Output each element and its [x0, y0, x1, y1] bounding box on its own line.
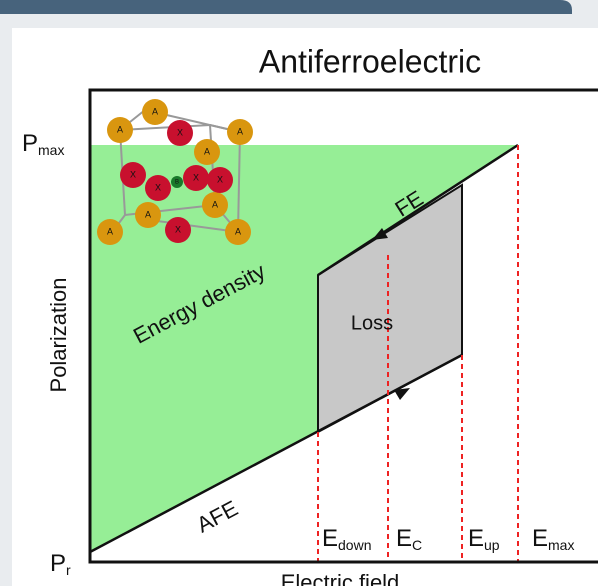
crystal: A A A A A A A A X X X X X X B — [97, 99, 253, 245]
sym: P — [50, 550, 66, 577]
e-c: EC — [396, 525, 422, 552]
x-axis-label: Electric field — [281, 570, 400, 586]
sub: up — [484, 537, 500, 553]
crystal-label: A — [117, 124, 123, 134]
crystal-label: X — [193, 172, 199, 182]
title: Antiferroelectric — [259, 43, 481, 79]
crystal-label: A — [237, 126, 243, 136]
arrow-down — [372, 228, 388, 240]
crystal-label: X — [217, 174, 223, 184]
p-r: Pr — [50, 550, 71, 577]
plot-frame — [88, 88, 598, 564]
sub: max — [38, 142, 64, 158]
afe-branch — [89, 353, 463, 554]
sub: C — [412, 537, 422, 553]
top-bar — [0, 0, 572, 14]
arrow-up — [394, 388, 410, 400]
e-max: Emax — [532, 525, 574, 552]
sym: E — [532, 525, 548, 552]
e-up: Eup — [468, 525, 500, 552]
dashed-lines — [317, 145, 519, 562]
crystal-label: A — [152, 106, 158, 116]
crystal-label: X — [155, 182, 161, 192]
p-max: Pmax — [22, 130, 64, 157]
loss-label: Loss — [351, 312, 393, 334]
crystal-label: A — [235, 226, 241, 236]
crystal-label: A — [107, 226, 113, 236]
crystal-label: X — [130, 169, 136, 179]
y-axis-label: Polarization — [46, 278, 71, 393]
sym: E — [468, 525, 484, 552]
energy-region — [90, 145, 518, 552]
sub: down — [338, 537, 371, 553]
crystal-label: X — [175, 224, 181, 234]
sym: E — [396, 525, 412, 552]
fe-branch — [317, 143, 519, 277]
sym: P — [22, 130, 38, 157]
crystal-label: A — [212, 199, 218, 209]
sub: max — [548, 537, 574, 553]
crystal-label: X — [177, 127, 183, 137]
crystal-label: A — [204, 146, 210, 156]
e-down: Edown — [322, 525, 371, 552]
crystal-label: B — [175, 180, 179, 186]
sub: r — [66, 562, 71, 578]
sym: E — [322, 525, 338, 552]
crystal-label: A — [145, 209, 151, 219]
